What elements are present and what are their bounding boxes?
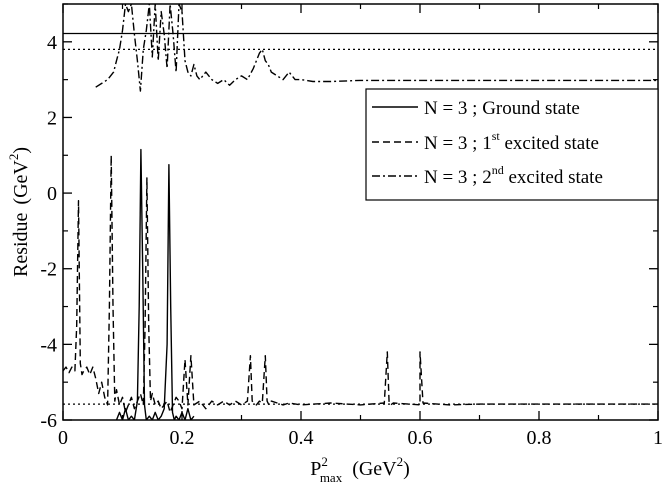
series-lines bbox=[63, 4, 658, 420]
x-tick-label: 0.2 bbox=[170, 427, 195, 449]
legend-entry-2-sup: nd bbox=[492, 163, 504, 177]
x-axis-title-sup: 2 bbox=[321, 454, 328, 469]
legend-entry-2-suffix: excited state bbox=[504, 167, 603, 188]
series-line-dashed bbox=[63, 154, 658, 414]
y-tick-label: -2 bbox=[40, 259, 57, 281]
legend-entry-1-sup: st bbox=[492, 129, 501, 143]
plot-frame bbox=[62, 3, 659, 421]
x-axis-title-base: P bbox=[310, 458, 321, 480]
series-line-dashdot bbox=[95, 4, 658, 92]
x-axis-title-unit: (GeV bbox=[352, 458, 397, 480]
x-tick-label: 0.6 bbox=[408, 427, 433, 449]
x-axis-title: P2 max (GeV2) bbox=[310, 454, 410, 485]
x-tick-label: 1 bbox=[653, 427, 663, 449]
legend-entry-1: N = 3 ; 1st excited state bbox=[424, 129, 599, 154]
x-tick-label: 0.8 bbox=[527, 427, 552, 449]
x-tick-label: 0.4 bbox=[289, 427, 314, 449]
y-axis-title-text: Residue bbox=[10, 212, 32, 277]
y-tick-label: 2 bbox=[47, 107, 57, 129]
series-line-solid bbox=[115, 148, 195, 420]
legend-entry-1-suffix: excited state bbox=[500, 133, 599, 154]
y-tick-label: 0 bbox=[47, 183, 57, 205]
axis-ticks bbox=[62, 3, 659, 421]
x-axis-title-sub: max bbox=[320, 470, 343, 485]
x-axis-title-unit-sup: 2 bbox=[397, 454, 404, 469]
x-tick-label: 0 bbox=[58, 427, 68, 449]
x-axis-title-unit-suffix: ) bbox=[403, 458, 410, 480]
y-tick-label: 4 bbox=[47, 32, 57, 54]
legend-entry-1-text: N = 3 ; 1 bbox=[424, 133, 492, 154]
y-axis-title-unit-suffix: ) bbox=[10, 147, 32, 154]
y-axis-title-unit: (GeV bbox=[10, 160, 32, 205]
legend: N = 3 ; Ground state N = 3 ; 1st excited… bbox=[365, 88, 659, 201]
y-axis-title-unit-sup: 2 bbox=[6, 154, 21, 161]
legend-entry-0-text: N = 3 ; Ground state bbox=[424, 98, 580, 119]
y-tick-label: -6 bbox=[40, 410, 57, 432]
y-tick-label: -4 bbox=[40, 334, 57, 356]
legend-entry-2: N = 3 ; 2nd excited state bbox=[424, 163, 603, 188]
legend-entry-2-text: N = 3 ; 2 bbox=[424, 167, 492, 188]
legend-entry-0: N = 3 ; Ground state bbox=[424, 98, 580, 119]
y-axis-title: Residue (GeV2) bbox=[6, 147, 32, 277]
axis-tick-labels: 0 0.2 0.4 0.6 0.8 1 -6 -4 -2 0 2 4 bbox=[40, 32, 663, 449]
